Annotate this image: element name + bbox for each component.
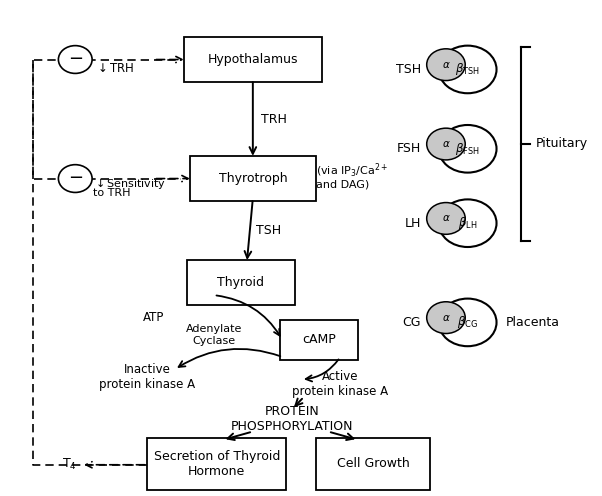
Circle shape [58,46,92,73]
Circle shape [439,125,497,173]
Text: Inactive
protein kinase A: Inactive protein kinase A [99,363,196,391]
Text: −: − [67,169,83,186]
Text: cAMP: cAMP [302,333,336,346]
Text: ATP: ATP [143,311,164,324]
Circle shape [427,202,465,234]
FancyBboxPatch shape [187,260,295,305]
Text: Secretion of Thyroid
Hormone: Secretion of Thyroid Hormone [154,450,280,478]
Text: CG: CG [402,316,421,329]
Text: −: − [67,50,83,67]
Text: $\alpha$: $\alpha$ [442,213,450,223]
FancyBboxPatch shape [147,438,286,490]
Text: $\alpha$: $\alpha$ [442,139,450,149]
Text: Active
protein kinase A: Active protein kinase A [292,371,388,398]
Text: $\beta_{\rm CG}$: $\beta_{\rm CG}$ [457,314,478,330]
Text: Cell Growth: Cell Growth [337,457,409,470]
Circle shape [427,302,465,333]
Text: Adenylate
Cyclase: Adenylate Cyclase [185,324,242,346]
FancyBboxPatch shape [190,156,316,201]
Text: $\beta_{\rm FSH}$: $\beta_{\rm FSH}$ [455,141,480,157]
Text: Hypothalamus: Hypothalamus [208,53,298,66]
Text: PROTEIN
PHOSPHORYLATION: PROTEIN PHOSPHORYLATION [231,405,353,433]
Text: $\beta_{\rm LH}$: $\beta_{\rm LH}$ [458,215,477,231]
Circle shape [427,128,465,160]
Text: to TRH: to TRH [93,188,131,198]
Text: Placenta: Placenta [506,316,560,329]
Text: $\alpha$: $\alpha$ [442,312,450,322]
Text: (via IP$_3$/Ca$^{2+}$: (via IP$_3$/Ca$^{2+}$ [316,162,388,180]
Text: TSH: TSH [256,224,281,237]
Text: Thyroid: Thyroid [217,276,264,289]
Text: $\beta_{\rm TSH}$: $\beta_{\rm TSH}$ [455,62,480,77]
Circle shape [58,165,92,192]
Circle shape [439,46,497,93]
Text: LH: LH [405,217,421,230]
Text: Pituitary: Pituitary [536,137,588,150]
Text: FSH: FSH [397,142,421,155]
FancyBboxPatch shape [184,37,322,82]
Text: $\rm T_4$: $\rm T_4$ [62,457,76,472]
Text: Thyrotroph: Thyrotroph [219,172,287,185]
FancyBboxPatch shape [316,438,430,490]
Text: TRH: TRH [261,113,287,125]
Circle shape [427,49,465,80]
Text: $\downarrow$Sensitivity: $\downarrow$Sensitivity [93,176,167,191]
FancyBboxPatch shape [280,320,358,360]
Text: $\alpha$: $\alpha$ [442,60,450,69]
Circle shape [439,199,497,247]
Text: $\downarrow$TRH: $\downarrow$TRH [95,62,134,75]
Text: TSH: TSH [396,63,421,76]
Circle shape [439,299,497,346]
Text: and DAG): and DAG) [316,180,369,189]
